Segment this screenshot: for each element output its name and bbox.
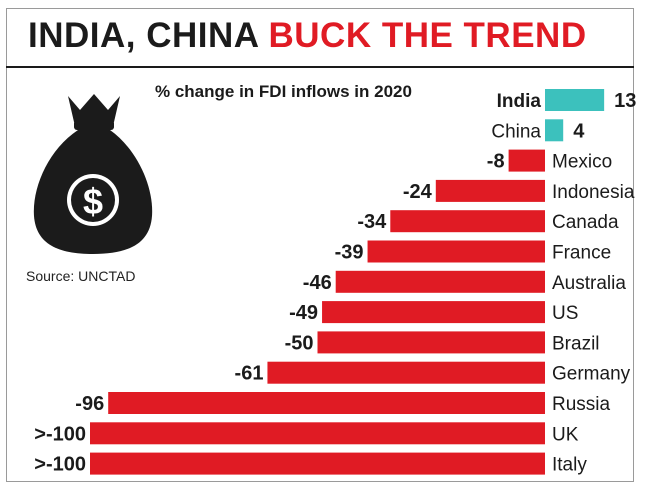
bar-india xyxy=(545,89,605,111)
value-label-germany: -61 xyxy=(235,363,264,385)
svg-text:$: $ xyxy=(83,181,103,222)
category-label-germany: Germany xyxy=(552,364,631,385)
category-label-uk: UK xyxy=(552,424,579,445)
value-label-france: -39 xyxy=(335,242,364,264)
value-label-indonesia: -24 xyxy=(403,181,433,203)
bar-russia xyxy=(108,392,545,414)
title-bar xyxy=(6,8,634,68)
category-label-canada: Canada xyxy=(552,212,619,233)
headline: INDIA, CHINA BUCK THE TREND xyxy=(28,16,587,56)
value-label-canada: -34 xyxy=(357,211,387,233)
category-label-italy: Italy xyxy=(552,455,587,476)
bar-australia xyxy=(335,270,545,293)
value-label-uk: >-100 xyxy=(34,423,86,445)
source-note: Source: UNCTAD xyxy=(26,268,136,284)
category-label-us: US xyxy=(552,303,578,324)
chart-title: % change in FDI inflows in 2020 xyxy=(155,82,412,101)
value-label-australia: -46 xyxy=(303,272,332,294)
value-label-india: 13 xyxy=(614,90,636,112)
bar-canada xyxy=(390,210,545,233)
value-label-brazil: -50 xyxy=(285,332,314,354)
bar-uk xyxy=(90,422,545,445)
bar-mexico xyxy=(508,149,545,172)
category-label-australia: Australia xyxy=(552,273,626,294)
value-label-us: -49 xyxy=(289,302,318,324)
bar-france xyxy=(367,240,545,263)
bar-china xyxy=(545,119,564,142)
money-bag-dollar-icon: $ xyxy=(33,94,153,254)
category-label-mexico: Mexico xyxy=(552,152,612,173)
value-label-italy: >-100 xyxy=(34,454,86,476)
headline-part1: INDIA, CHINA xyxy=(28,16,259,55)
chart-frame xyxy=(6,8,634,482)
bar-us xyxy=(322,301,545,324)
value-label-russia: -96 xyxy=(75,393,104,415)
bar-indonesia xyxy=(435,179,545,202)
category-label-brazil: Brazil xyxy=(552,333,600,354)
category-label-france: France xyxy=(552,243,611,264)
category-label-china: China xyxy=(491,121,541,142)
value-label-china: 4 xyxy=(573,120,585,142)
bar-italy xyxy=(90,452,545,475)
bar-germany xyxy=(267,361,545,384)
category-label-russia: Russia xyxy=(552,394,611,415)
headline-part2: BUCK THE TREND xyxy=(268,16,587,55)
value-label-mexico: -8 xyxy=(487,151,505,173)
category-label-india: India xyxy=(497,91,542,112)
category-label-indonesia: Indonesia xyxy=(552,182,635,203)
bar-brazil xyxy=(317,331,545,354)
